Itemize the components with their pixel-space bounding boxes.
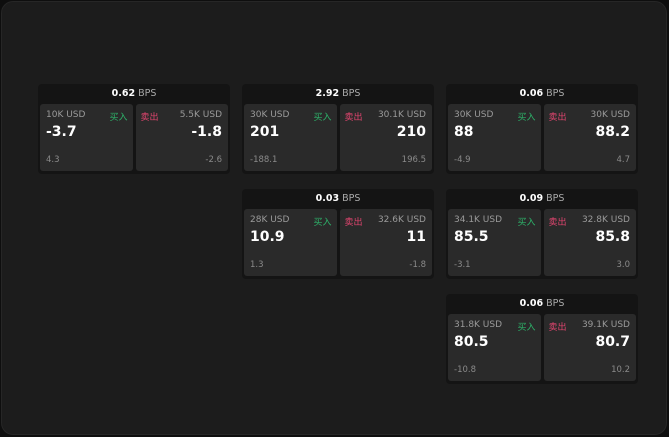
spread-header: 2.92 BPS bbox=[242, 84, 434, 104]
sell-size: 32.6K USD bbox=[377, 215, 426, 225]
buy-label: 买入 bbox=[313, 218, 332, 228]
sell-label: 卖出 bbox=[548, 113, 567, 123]
spread-header: 0.03 BPS bbox=[242, 189, 434, 209]
buy-size: 30K USD bbox=[250, 110, 290, 120]
sell-tile[interactable]: 卖出 39.1K USD 80.7 10.2 bbox=[543, 314, 636, 381]
sell-price: 210 bbox=[396, 124, 426, 140]
sell-label: 卖出 bbox=[140, 113, 159, 123]
sell-size: 30K USD bbox=[590, 110, 630, 120]
buy-change: 1.3 bbox=[250, 260, 264, 270]
spread-header: 0.06 BPS bbox=[446, 84, 638, 104]
sell-size: 5.5K USD bbox=[179, 110, 222, 120]
sell-tile[interactable]: 卖出 32.8K USD 85.8 3.0 bbox=[543, 209, 636, 276]
quote-card: 2.92 BPS 30K USD 买入 201 -188.1 卖出 30.1K U… bbox=[242, 84, 434, 174]
sell-change: 10.2 bbox=[611, 365, 630, 375]
spread-unit: BPS bbox=[546, 193, 565, 204]
sell-change: 3.0 bbox=[616, 260, 630, 270]
buy-size: 34.1K USD bbox=[454, 215, 503, 225]
buy-price: 201 bbox=[250, 124, 280, 140]
sell-price: -1.8 bbox=[191, 124, 222, 140]
buy-price: 85.5 bbox=[454, 229, 489, 245]
buy-change: -188.1 bbox=[250, 155, 278, 165]
quote-card: 0.03 BPS 28K USD 买入 10.9 1.3 卖出 32.6K USD… bbox=[242, 189, 434, 279]
buy-change: -3.1 bbox=[454, 260, 471, 270]
buy-tile[interactable]: 30K USD 买入 88 -4.9 bbox=[448, 104, 541, 171]
sell-change: 196.5 bbox=[401, 155, 426, 165]
sell-tile[interactable]: 卖出 30K USD 88.2 4.7 bbox=[543, 104, 636, 171]
spread-header: 0.06 BPS bbox=[446, 294, 638, 314]
sell-change: -2.6 bbox=[205, 155, 222, 165]
sell-label: 卖出 bbox=[344, 113, 363, 123]
quote-card: 0.06 BPS 31.8K USD 买入 80.5 -10.8 卖出 39.1K… bbox=[446, 294, 638, 384]
buy-size: 31.8K USD bbox=[454, 320, 503, 330]
buy-change: 4.3 bbox=[46, 155, 60, 165]
quote-card: 0.06 BPS 30K USD 买入 88 -4.9 卖出 30K USD 88… bbox=[446, 84, 638, 174]
sell-size: 30.1K USD bbox=[377, 110, 426, 120]
buy-size: 30K USD bbox=[454, 110, 494, 120]
spread-header: 0.09 BPS bbox=[446, 189, 638, 209]
sell-price: 88.2 bbox=[595, 124, 630, 140]
spread-value: 0.62 bbox=[111, 88, 136, 99]
buy-tile[interactable]: 10K USD 买入 -3.7 4.3 bbox=[40, 104, 133, 171]
spread-value: 2.92 bbox=[315, 88, 340, 99]
sell-size: 32.8K USD bbox=[581, 215, 630, 225]
buy-price: 80.5 bbox=[454, 334, 489, 350]
spread-value: 0.09 bbox=[519, 193, 544, 204]
sell-label: 卖出 bbox=[548, 323, 567, 333]
buy-price: -3.7 bbox=[46, 124, 77, 140]
buy-size: 28K USD bbox=[250, 215, 290, 225]
buy-label: 买入 bbox=[517, 113, 536, 123]
spread-unit: BPS bbox=[342, 193, 361, 204]
buy-label: 买入 bbox=[517, 218, 536, 228]
quote-card: 0.62 BPS 10K USD 买入 -3.7 4.3 卖出 5.5K USD … bbox=[38, 84, 230, 174]
spread-unit: BPS bbox=[138, 88, 157, 99]
sell-tile[interactable]: 卖出 5.5K USD -1.8 -2.6 bbox=[135, 104, 228, 171]
buy-tile[interactable]: 30K USD 买入 201 -188.1 bbox=[244, 104, 337, 171]
buy-change: -4.9 bbox=[454, 155, 471, 165]
sell-label: 卖出 bbox=[344, 218, 363, 228]
sell-size: 39.1K USD bbox=[581, 320, 630, 330]
sell-price: 85.8 bbox=[595, 229, 630, 245]
buy-tile[interactable]: 34.1K USD 买入 85.5 -3.1 bbox=[448, 209, 541, 276]
spread-unit: BPS bbox=[546, 88, 565, 99]
buy-price: 10.9 bbox=[250, 229, 285, 245]
sell-label: 卖出 bbox=[548, 218, 567, 228]
sell-tile[interactable]: 卖出 30.1K USD 210 196.5 bbox=[339, 104, 432, 171]
buy-tile[interactable]: 28K USD 买入 10.9 1.3 bbox=[244, 209, 337, 276]
buy-label: 买入 bbox=[109, 113, 128, 123]
spread-unit: BPS bbox=[546, 298, 565, 309]
buy-change: -10.8 bbox=[454, 365, 476, 375]
sell-change: -1.8 bbox=[409, 260, 426, 270]
buy-label: 买入 bbox=[517, 323, 536, 333]
quote-card: 0.09 BPS 34.1K USD 买入 85.5 -3.1 卖出 32.8K … bbox=[446, 189, 638, 279]
spread-value: 0.06 bbox=[519, 298, 544, 309]
buy-size: 10K USD bbox=[46, 110, 86, 120]
sell-price: 80.7 bbox=[595, 334, 630, 350]
buy-tile[interactable]: 31.8K USD 买入 80.5 -10.8 bbox=[448, 314, 541, 381]
sell-change: 4.7 bbox=[616, 155, 630, 165]
sell-tile[interactable]: 卖出 32.6K USD 11 -1.8 bbox=[339, 209, 432, 276]
sell-price: 11 bbox=[406, 229, 426, 245]
spread-header: 0.62 BPS bbox=[38, 84, 230, 104]
spread-unit: BPS bbox=[342, 88, 361, 99]
spread-value: 0.03 bbox=[315, 193, 340, 204]
spread-value: 0.06 bbox=[519, 88, 544, 99]
buy-label: 买入 bbox=[313, 113, 332, 123]
buy-price: 88 bbox=[454, 124, 474, 140]
